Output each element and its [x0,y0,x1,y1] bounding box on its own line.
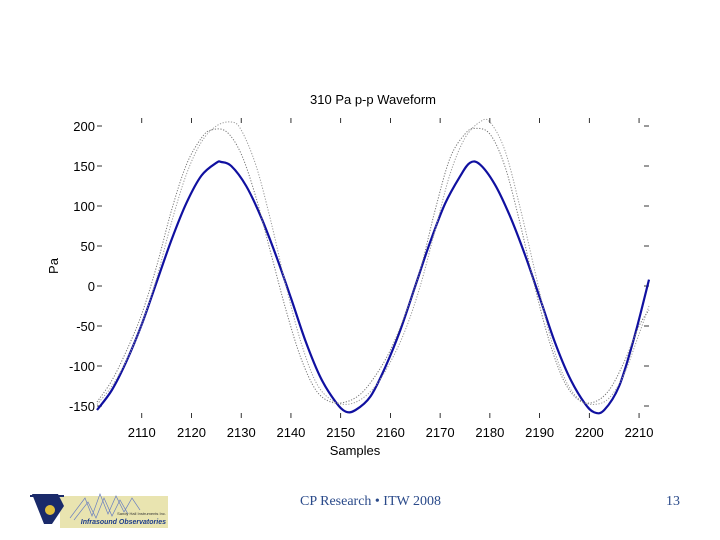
y-axis-title: Pa [46,257,61,274]
y-tick-label: 150 [73,159,95,174]
y-tick-label: -100 [69,359,95,374]
y-tick-label: -50 [76,319,95,334]
x-tick-label: 2150 [326,425,355,440]
x-axis-title: Samples [330,443,381,458]
series-line-1 [96,118,650,405]
x-tick-label: 2120 [177,425,206,440]
x-tick-label: 2170 [426,425,455,440]
waveform-chart: 2110 2120 2130 2140 2150 2160 2170 2180 2190 2200… [46,92,654,458]
y-tick-label: -150 [69,399,95,414]
logo-text-line2: Infrasound Observatories [81,519,166,526]
logo-wave-pattern [69,493,141,521]
y-tick-label: 200 [73,119,95,134]
logo-text-line1: Sandy Hall Instruments Inc. [117,511,166,516]
x-tick-label: 2130 [227,425,256,440]
y-tick-label: 0 [88,279,95,294]
series-layer [96,118,651,415]
x-tick-label: 2190 [525,425,554,440]
footer-text: CP Research • ITW 2008 [300,494,441,509]
x-tick-label: 2200 [575,425,604,440]
x-tick-label: 2110 [128,425,156,440]
tick-labels: 2110 2120 2130 2140 2150 2160 2170 2180 2190 2200… [69,119,654,440]
plot-axes [97,118,649,418]
x-tick-label: 2180 [475,425,504,440]
x-tick-label: 2140 [276,425,305,440]
chart-title: 310 Pa p-p Waveform [310,92,436,107]
series-line-2 [96,127,650,404]
y-tick-label: 100 [73,199,95,214]
x-tick-label: 2160 [376,425,405,440]
logo-emblem-dot [45,505,55,515]
x-tick-label: 2210 [625,425,654,440]
y-tick-label: 50 [81,239,95,254]
observatory-logo: Sandy Hall Instruments Inc. Infrasound O… [30,493,168,528]
page-number: 13 [666,494,680,509]
series-line-0 [96,160,651,415]
